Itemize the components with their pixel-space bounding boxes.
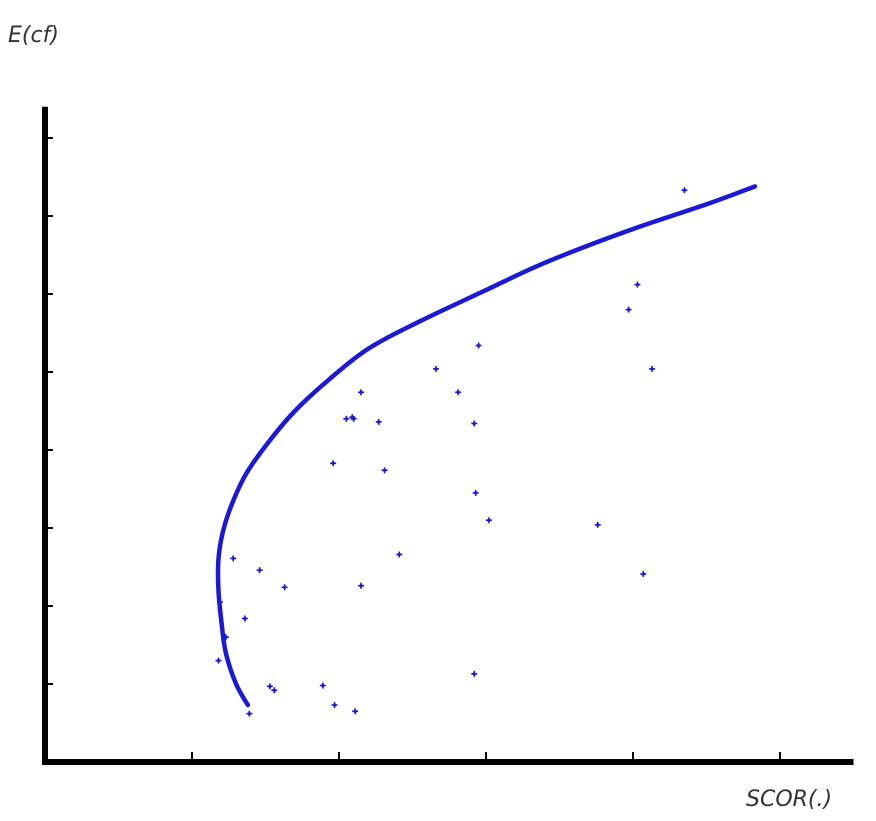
data-point (246, 710, 253, 717)
data-point-dot (353, 709, 357, 713)
data-point (281, 584, 288, 591)
data-point-dot (258, 568, 262, 572)
data-point (216, 599, 223, 606)
data-point-dot (352, 417, 356, 421)
data-point (455, 389, 462, 396)
data-point (331, 702, 338, 709)
data-point (472, 489, 479, 496)
data-point-dot (268, 684, 272, 688)
data-point (256, 567, 263, 574)
data-point (640, 571, 647, 578)
data-point (471, 670, 478, 677)
data-point-dot (218, 600, 222, 604)
data-point (471, 420, 478, 427)
scatter-points (215, 187, 688, 717)
data-point-dot (472, 672, 476, 676)
data-point (375, 418, 382, 425)
data-point-dot (332, 703, 337, 707)
data-point (358, 389, 365, 396)
data-point-dot (641, 572, 645, 576)
data-point-dot (682, 188, 687, 192)
data-point (381, 467, 388, 474)
data-point-dot (487, 518, 491, 522)
data-point (485, 517, 492, 524)
data-point-dot (397, 552, 401, 557)
data-point (241, 615, 248, 622)
data-point-dot (283, 585, 287, 589)
data-point-dot (344, 417, 348, 421)
data-point-dot (456, 390, 460, 394)
data-point-dot (359, 390, 363, 394)
data-point-dot (472, 421, 476, 426)
data-point-dot (231, 556, 235, 561)
data-point-dot (321, 683, 325, 688)
frontier-series (215, 184, 758, 708)
data-point (681, 187, 688, 194)
y-axis-title: E(cf) (8, 23, 59, 48)
data-point-dot (377, 420, 381, 424)
data-point-dot (272, 688, 276, 692)
data-point-dot (626, 308, 631, 312)
data-point (625, 306, 632, 313)
data-point-dot (596, 523, 600, 527)
data-point (350, 415, 357, 422)
data-point (352, 708, 359, 715)
data-point (396, 551, 403, 558)
data-point (222, 634, 229, 641)
data-point (433, 365, 440, 372)
data-point (343, 415, 350, 422)
data-point (319, 682, 326, 689)
data-point (266, 683, 273, 690)
data-point (330, 460, 337, 467)
data-point (271, 687, 278, 694)
data-point-dot (650, 367, 654, 371)
data-point-dot (477, 343, 481, 348)
frontier-line (215, 184, 758, 708)
x-axis-title: SCOR(.) (746, 787, 832, 812)
data-point (634, 281, 641, 288)
data-point-dot (243, 616, 247, 621)
data-point (594, 521, 601, 528)
data-point-dot (216, 659, 221, 663)
data-point (649, 365, 656, 372)
data-point (215, 657, 222, 664)
data-point (475, 342, 482, 349)
data-point (358, 582, 365, 589)
data-point (230, 555, 237, 562)
axes (42, 106, 854, 765)
data-point-dot (635, 283, 640, 287)
data-point-dot (359, 584, 363, 588)
data-point-dot (474, 491, 478, 495)
data-point-dot (382, 468, 387, 472)
data-point-dot (331, 461, 335, 465)
data-point-dot (434, 367, 438, 371)
data-point-dot (224, 635, 228, 639)
data-point-dot (247, 712, 251, 716)
